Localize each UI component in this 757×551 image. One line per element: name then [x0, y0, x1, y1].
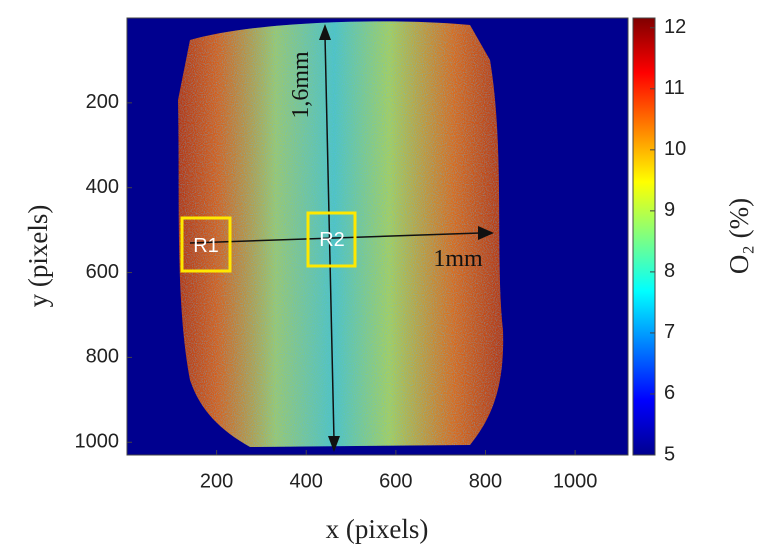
arrows — [189, 35, 481, 441]
colorbar-tick-label: 9 — [664, 199, 675, 221]
x-tick-label: 600 — [379, 470, 412, 492]
y-tick-label: 600 — [86, 261, 119, 283]
colorbar-tick-label: 10 — [664, 138, 686, 160]
roi-box — [306, 211, 357, 268]
colorbar-tick-label: 12 — [664, 16, 686, 38]
arrow-heads — [319, 24, 494, 452]
colorbar-tick-label: 8 — [664, 260, 675, 282]
colorbar-tick-label: 7 — [664, 321, 675, 343]
colorbar-tick-label: 6 — [664, 382, 675, 404]
annotation: 1,6mm — [288, 51, 314, 119]
x-tick-label: 200 — [200, 470, 233, 492]
x-tick-label: 1000 — [553, 470, 598, 492]
x-axis-label: x (pixels) — [326, 514, 429, 544]
heatmap-image — [127, 18, 628, 455]
x-tick-label: 400 — [290, 470, 323, 492]
roi-box — [180, 216, 232, 273]
annotation: R2 — [319, 229, 345, 251]
plot-frame — [126, 17, 629, 456]
y-tick-label: 400 — [86, 176, 119, 198]
colorbar-label: O₂ (%) — [724, 198, 754, 274]
y-tick-label: 800 — [86, 346, 119, 368]
x-tick-label: 800 — [469, 470, 502, 492]
annotation: R1 — [193, 235, 219, 257]
y-axis-label: y (pixels) — [23, 205, 53, 308]
annotation: 1mm — [433, 246, 483, 272]
colorbar — [632, 17, 656, 456]
y-tick-label: 200 — [86, 91, 119, 113]
colorbar-tick-label: 11 — [664, 77, 685, 99]
y-tick-label: 1000 — [75, 431, 120, 453]
colorbar-tick-label: 5 — [664, 443, 675, 465]
